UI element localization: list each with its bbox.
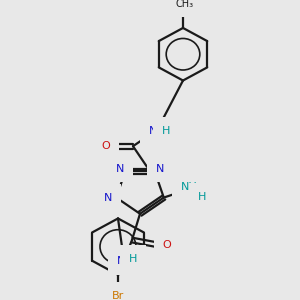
Text: O: O xyxy=(163,240,171,250)
Text: N: N xyxy=(149,126,157,136)
Text: N: N xyxy=(117,256,125,266)
Text: H: H xyxy=(162,126,170,136)
Text: N: N xyxy=(116,164,124,173)
Text: H: H xyxy=(198,192,206,202)
Text: O: O xyxy=(102,141,110,151)
Text: H: H xyxy=(129,254,137,264)
Text: Br: Br xyxy=(112,291,124,300)
Text: N: N xyxy=(155,164,164,173)
Text: NH: NH xyxy=(180,182,197,192)
Text: CH₃: CH₃ xyxy=(176,0,194,10)
Text: N: N xyxy=(104,193,112,202)
